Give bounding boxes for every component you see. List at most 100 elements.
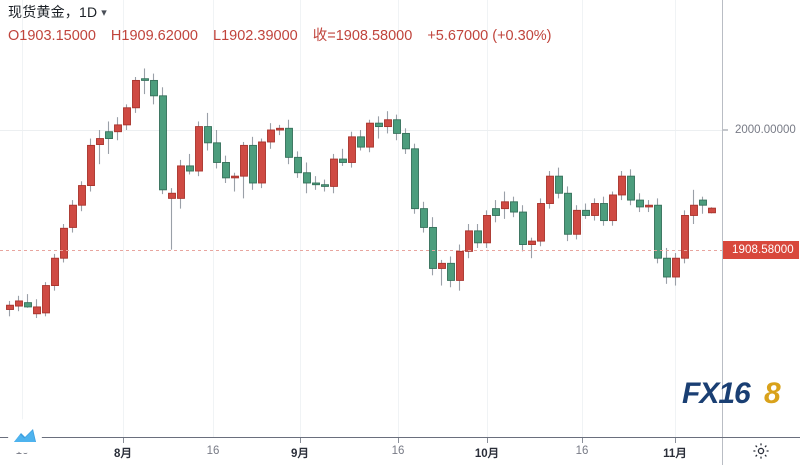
time-axis-tick [123,438,124,443]
svg-text:8: 8 [764,377,781,410]
time-axis-tick [300,438,301,443]
candle [555,167,563,199]
candle [393,114,401,141]
chart-legend: 现货黄金，1D ▾ O1903.15000 H1909.62000 L1902.… [8,3,552,46]
candle [501,191,509,219]
current-price-badge: 1908.58000 [723,241,799,259]
candle [258,138,266,189]
candle [60,224,68,263]
svg-text:FX16: FX16 [682,377,751,410]
price-axis-tick [723,129,728,131]
candle [186,153,194,175]
time-axis-label: 8月 [114,448,132,460]
candle [681,210,689,264]
candle [600,196,608,226]
candle [708,207,716,214]
candle [195,121,203,177]
gear-icon[interactable] [752,442,770,460]
candle [420,201,428,233]
candle [546,171,554,209]
price-axis[interactable]: 2000.00000 1908.58000 [722,0,800,437]
candle [438,259,446,286]
candle [249,136,257,190]
candle [510,196,518,218]
time-axis-tick [582,438,583,443]
candle [141,68,149,95]
time-axis-tick [487,438,488,443]
candle [24,294,32,308]
ohlc-close: 收=1908.58000 [312,28,413,44]
time-axis[interactable]: 168月169月1610月1611月 [0,437,800,465]
candle [87,138,95,192]
candle [384,111,392,134]
candle [402,128,410,154]
candle [357,130,365,151]
candle [15,295,23,312]
candle [132,77,140,113]
candle [636,193,644,213]
candle [564,186,572,242]
candle [663,247,671,284]
price-axis-label: 2000.00000 [735,124,796,136]
candle [429,217,437,276]
time-axis-label: 16 [575,445,589,457]
ohlc-high: H1909.62000 [110,28,198,44]
symbol-row[interactable]: 现货黄金，1D ▾ [8,3,552,22]
tradingview-logo-icon[interactable] [8,419,42,453]
candle [42,282,50,317]
candle [447,256,455,288]
time-axis-label: 10月 [474,448,500,460]
ohlc-low: L1902.39000 [213,28,298,44]
candle [276,124,284,136]
candle [69,200,77,233]
candle [123,104,131,130]
candle [321,179,329,192]
candle [519,205,527,252]
fx168-logo: FX16 8 [682,376,792,415]
candle [78,181,86,212]
candle [105,121,113,154]
candle [33,299,41,319]
candle [582,203,590,219]
candle [465,224,473,259]
candle [609,191,617,226]
candle [51,253,59,291]
gridline-vertical [22,0,23,437]
candle [294,151,302,178]
candle [6,300,14,317]
candle [330,153,338,194]
chart-plot-area[interactable] [0,0,722,437]
candle [150,73,158,105]
candle [537,198,545,247]
candle [573,205,581,240]
current-price-line [0,250,722,251]
candle [690,189,698,225]
symbol-title[interactable]: 现货黄金，1D [8,4,98,20]
candle [339,148,347,166]
gridline-vertical [675,0,676,437]
candle [627,169,635,206]
time-axis-tick [675,438,676,443]
candle [213,130,221,169]
candle [231,172,239,192]
axis-corner-divider [722,438,723,465]
candle [528,237,536,259]
ohlc-change: +5.67000 (+0.30%) [427,28,552,44]
candle [645,200,653,213]
gridline-vertical [398,0,399,437]
candle [312,176,320,190]
candle [366,119,374,153]
candle [456,244,464,291]
candle [492,200,500,223]
candle [267,123,275,149]
candle [672,253,680,286]
time-axis-label: 16 [391,445,405,457]
candle [303,162,311,194]
candle [285,119,293,165]
candle [618,171,626,201]
candle [114,117,122,141]
gridline-vertical [123,0,124,437]
chevron-down-icon[interactable]: ▾ [101,7,108,19]
candle [168,188,176,250]
candle [591,198,599,221]
